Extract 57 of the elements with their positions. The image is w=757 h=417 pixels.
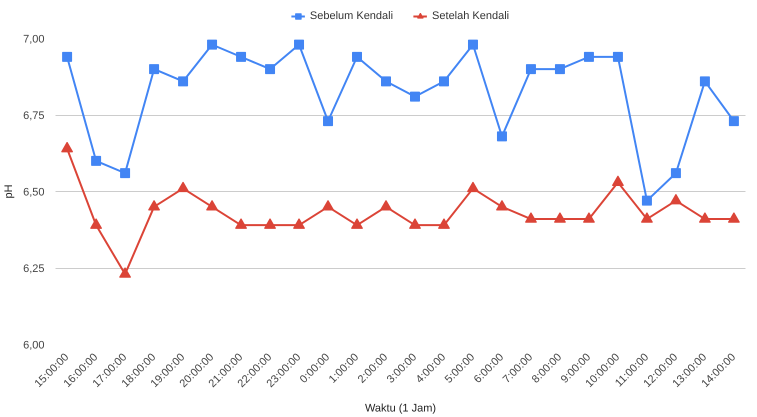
point: [524, 212, 537, 223]
point: [496, 200, 508, 210]
point: [235, 218, 248, 229]
y-tick-label: 6,00: [23, 340, 45, 352]
point: [236, 52, 246, 62]
point: [264, 218, 276, 229]
point: [90, 218, 102, 229]
point: [120, 168, 130, 178]
point: [728, 116, 739, 126]
point: [584, 52, 594, 62]
y-tick-label: 6,75: [23, 110, 45, 122]
y-tick-label: 6,25: [23, 263, 45, 275]
point: [148, 200, 160, 210]
point: [700, 76, 710, 86]
point: [612, 175, 624, 186]
point: [640, 212, 653, 223]
point: [496, 131, 507, 142]
point: [438, 76, 449, 86]
point: [294, 40, 304, 50]
point: [351, 218, 364, 229]
point: [352, 52, 362, 62]
point: [612, 52, 623, 62]
point: [642, 196, 652, 206]
point: [91, 156, 102, 166]
point: [207, 40, 218, 50]
point: [149, 64, 160, 74]
point: [554, 64, 565, 74]
legend-label: Sebelum Kendali: [310, 10, 394, 22]
point: [410, 92, 420, 102]
point: [526, 64, 536, 74]
point: [322, 200, 334, 210]
point: [206, 200, 218, 210]
point: [177, 182, 190, 192]
y-tick-label: 7,00: [23, 34, 45, 46]
point: [178, 76, 188, 86]
point: [323, 116, 334, 126]
x-axis-title: Waktu (1 Jam): [364, 402, 436, 414]
point: [265, 64, 276, 74]
point: [61, 142, 74, 152]
point: [728, 212, 740, 223]
point: [119, 267, 132, 278]
point: [582, 212, 595, 223]
point: [381, 76, 392, 86]
point: [466, 182, 479, 192]
point: [408, 218, 421, 229]
point: [438, 218, 450, 229]
point: [698, 212, 711, 223]
legend-label: Setelah Kendali: [432, 10, 510, 22]
y-tick-label: 6,50: [23, 186, 45, 198]
point: [62, 52, 72, 62]
point: [380, 200, 392, 210]
point: [670, 194, 682, 204]
y-axis-title: pH: [3, 184, 16, 199]
point: [293, 218, 306, 229]
point: [468, 40, 478, 50]
point: [554, 212, 566, 223]
point: [670, 168, 681, 178]
